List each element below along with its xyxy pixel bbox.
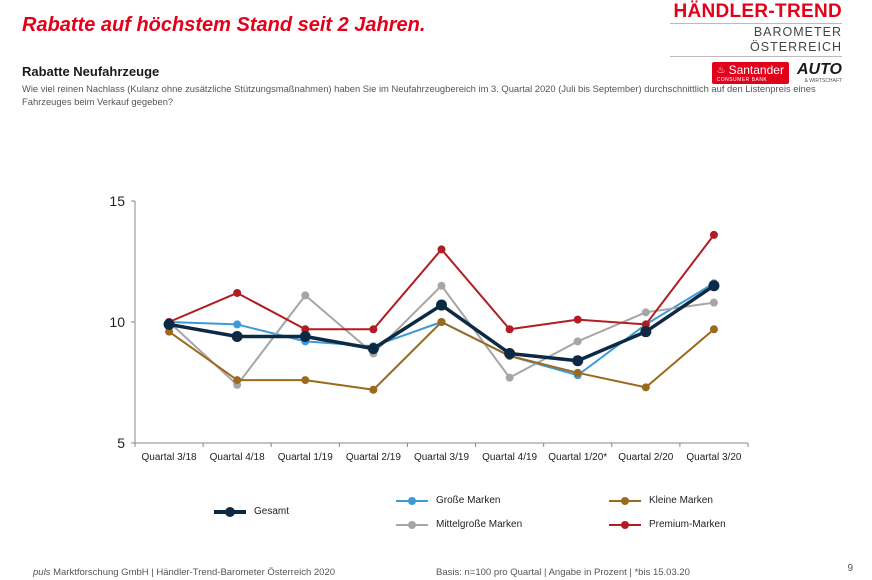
page-number: 9 [847, 563, 853, 574]
series-line-grosse-marken [169, 282, 715, 377]
data-point-kleine-marken [233, 376, 242, 385]
data-point-gesamt [367, 343, 379, 355]
data-point-premium-marken [709, 230, 718, 239]
data-point-kleine-marken [709, 325, 718, 334]
x-tick-label: Quartal 2/20 [618, 452, 673, 463]
data-point-mittelgrosse-marken [301, 291, 310, 300]
y-tick-label: 5 [117, 435, 125, 451]
brand-logo-block: HÄNDLER-TREND BAROMETER ÖSTERREICH ♨ San… [670, 2, 842, 84]
santander-sub-label: CONSUMER BANK [716, 77, 768, 83]
series-line-kleine-marken [168, 321, 715, 391]
data-point-gesamt [231, 331, 243, 343]
footer-company: puls Marktforschung GmbH | Händler-Trend… [33, 567, 335, 578]
santander-logo: ♨ Santander CONSUMER BANK [711, 62, 789, 84]
footer-company-rest: Marktforschung GmbH | Händler-Trend-Baro… [50, 567, 336, 578]
sponsor-logos: ♨ Santander CONSUMER BANK AUTO & WIRTSCH… [670, 62, 842, 84]
data-point-premium-marken [233, 288, 242, 297]
data-point-gesamt [640, 326, 652, 338]
survey-question: Wie viel reinen Nachlass (Kulanz ohne zu… [22, 83, 816, 107]
data-point-premium-marken [641, 320, 650, 329]
data-point-gesamt [572, 355, 584, 367]
data-point-kleine-marken [301, 376, 310, 385]
data-point-gesamt [708, 280, 720, 292]
x-tick-label: Quartal 4/18 [210, 452, 265, 463]
y-tick-label: 10 [109, 314, 125, 330]
footer-basis: Basis: n=100 pro Quartal | Angabe in Pro… [436, 567, 690, 578]
footer-company-prefix: puls [33, 567, 51, 578]
section-title: Rabatte Neufahrzeuge [22, 64, 160, 79]
data-point-gesamt [436, 299, 447, 311]
data-point-premium-marken [301, 325, 310, 334]
data-point-gesamt [163, 318, 175, 330]
data-point-premium-marken [573, 315, 582, 324]
x-tick-label: Quartal 3/20 [686, 452, 741, 463]
x-tick-label: Quartal 3/19 [414, 452, 469, 463]
flame-icon: ♨ [716, 65, 726, 76]
x-tick-label: Quartal 3/18 [142, 452, 197, 463]
data-point-mittelgrosse-marken [437, 281, 446, 290]
brand-subtitle: BAROMETER ÖSTERREICH [670, 23, 842, 57]
auto-label: AUTO [796, 61, 842, 78]
x-tick-label: Quartal 1/19 [278, 452, 333, 463]
auto-sub-label: & WIRTSCHAFT [804, 78, 842, 84]
data-point-kleine-marken [165, 327, 174, 336]
data-point-gesamt [299, 331, 311, 343]
data-point-kleine-marken [437, 318, 446, 326]
x-tick-label: Quartal 2/19 [346, 452, 401, 463]
auto-wirtschaft-logo: AUTO & WIRTSCHAFT [796, 61, 842, 85]
brand-title: HÄNDLER-TREND [673, 1, 842, 22]
data-point-premium-marken [437, 245, 446, 254]
data-point-kleine-marken [641, 383, 650, 392]
y-tick-label: 15 [109, 193, 125, 209]
data-point-mittelgrosse-marken [573, 337, 582, 346]
santander-label: Santander [728, 63, 784, 77]
x-tick-label: Quartal 4/19 [482, 452, 537, 463]
data-point-grosse-marken [233, 320, 242, 329]
headline: Rabatte auf höchstem Stand seit 2 Jahren… [22, 14, 426, 36]
data-point-premium-marken [369, 325, 378, 334]
data-point-gesamt [504, 347, 516, 359]
data-point-mittelgrosse-marken [641, 308, 650, 317]
data-point-kleine-marken [573, 368, 582, 377]
data-point-mittelgrosse-marken [709, 298, 718, 307]
data-point-premium-marken [505, 325, 514, 334]
data-point-kleine-marken [369, 385, 378, 394]
x-tick-label: Quartal 1/20* [548, 452, 607, 463]
data-point-mittelgrosse-marken [505, 373, 514, 382]
